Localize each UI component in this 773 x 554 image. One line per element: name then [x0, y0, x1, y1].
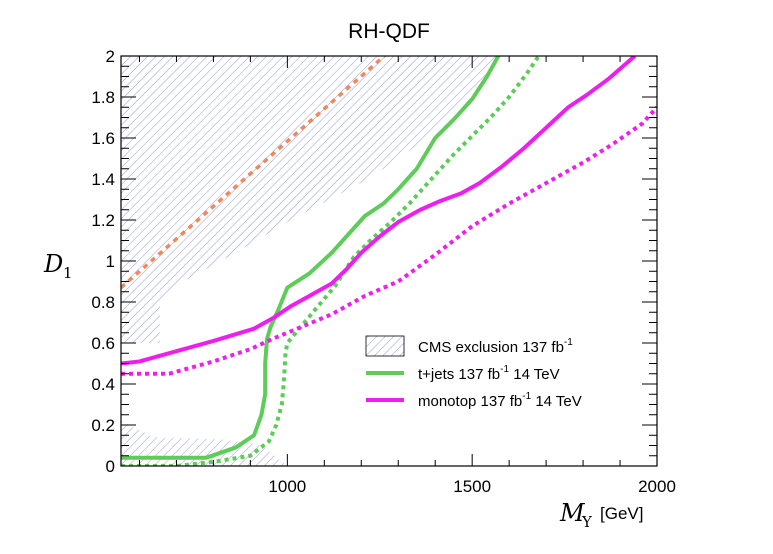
y-axis-ticks: 0 0.2 0.4 0.6 0.8 1 1.2 1.4 1.6 1.8 2	[91, 47, 657, 476]
x-axis-ticks: 1000 1500 2000	[138, 56, 676, 496]
y-tick-label: 1.6	[91, 129, 115, 148]
chart-title: RH-QDF	[348, 20, 430, 43]
y-tick-label: 1.8	[91, 88, 115, 107]
y-tick-label: 1	[106, 252, 115, 271]
cms-exclusion-region-1	[121, 56, 500, 343]
legend-label-cms: CMS exclusion 137 fb-1	[418, 337, 573, 356]
y-tick-label: 0.2	[91, 416, 115, 435]
monotop-line	[121, 56, 637, 366]
x-axis-symbol: M	[559, 499, 586, 527]
y-tick-label: 2	[106, 47, 115, 66]
legend-label-tjets-text: t+jets 137 fb	[418, 366, 500, 383]
y-tick-label: 0	[106, 457, 115, 476]
legend-label-monotop-text: monotop 137 fb	[418, 393, 522, 410]
series-lines	[121, 56, 657, 466]
legend-label-monotop-after: 14 TeV	[531, 393, 582, 410]
y-tick-label: 0.4	[91, 375, 115, 394]
y-tick-label: 0.6	[91, 334, 115, 353]
legend: CMS exclusion 137 fb-1 t+jets 137 fb-1 1…	[365, 335, 582, 410]
y-tick-label: 0.8	[91, 293, 115, 312]
legend-label-tjets-sup: -1	[500, 364, 509, 375]
exclusion-regions	[121, 56, 500, 466]
x-tick-label: 2000	[638, 477, 676, 496]
x-axis-subscript: Y	[581, 513, 593, 531]
legend-swatch-cms	[365, 335, 405, 357]
monotop_dotted-line	[121, 105, 657, 376]
y-axis-label: D 1	[43, 250, 73, 282]
legend-label-tjets-after: 14 TeV	[509, 366, 560, 383]
legend-label-tjets: t+jets 137 fb-1 14 TeV	[418, 364, 560, 383]
y-axis-subscript: 1	[63, 264, 73, 282]
tjets-line	[121, 56, 501, 460]
plot-area	[121, 56, 657, 466]
cms-exclusion-region-2	[121, 420, 288, 466]
x-axis-unit: [GeV]	[600, 504, 643, 523]
y-tick-label: 1.2	[91, 211, 115, 230]
x-tick-label: 1000	[268, 477, 306, 496]
legend-label-cms-sup: -1	[564, 337, 573, 348]
x-axis-label: M Y [GeV]	[559, 499, 643, 531]
orange-line	[121, 56, 387, 289]
y-tick-label: 1.4	[91, 170, 115, 189]
tjets_dotted-line	[121, 56, 541, 466]
y-axis-symbol: D	[43, 250, 63, 278]
legend-label-monotop-sup: -1	[522, 391, 531, 402]
legend-label-cms-text: CMS exclusion 137 fb	[418, 339, 564, 356]
legend-label-monotop: monotop 137 fb-1 14 TeV	[418, 391, 582, 410]
x-tick-label: 1500	[453, 477, 491, 496]
